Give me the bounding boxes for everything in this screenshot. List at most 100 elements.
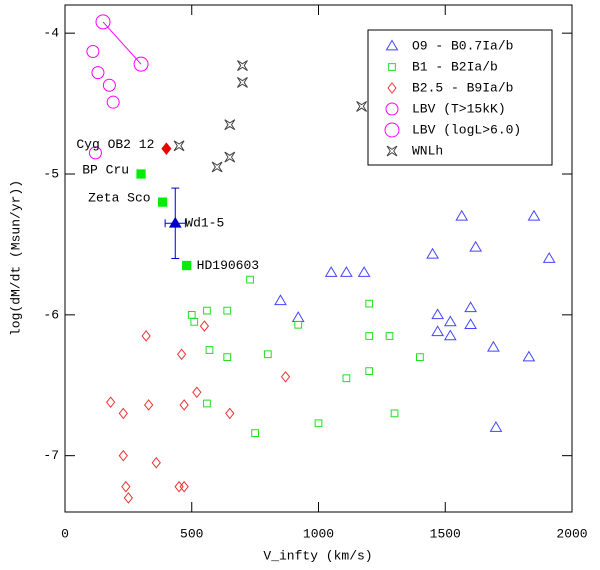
data-point — [91, 66, 105, 80]
data-point — [522, 350, 536, 362]
data-point — [205, 346, 214, 354]
x-tick-label: 0 — [61, 526, 69, 541]
data-point — [118, 407, 128, 420]
legend-marker — [387, 82, 397, 94]
data-point — [223, 306, 232, 315]
highlight-point — [136, 169, 146, 179]
legend-label: LBV (logL>6.0) — [412, 122, 521, 137]
legend-label: B1 - B2Ia/b — [412, 59, 498, 74]
data-point — [356, 100, 368, 112]
legend-marker — [384, 122, 400, 138]
data-point — [105, 396, 116, 408]
series-line — [102, 21, 142, 65]
highlight-point — [157, 197, 168, 207]
data-point — [342, 374, 351, 383]
data-point — [426, 247, 439, 259]
highlight-label: Wd1-5 — [185, 216, 224, 231]
x-tick-label: 500 — [180, 526, 203, 541]
highlight-label: BP Cru — [82, 162, 129, 177]
data-point — [151, 456, 161, 469]
data-point — [237, 77, 248, 88]
legend-marker — [386, 145, 398, 157]
data-point — [224, 119, 236, 131]
data-point — [340, 266, 353, 277]
x-tick-label: 2000 — [556, 526, 587, 541]
data-point — [88, 146, 102, 160]
data-point — [190, 318, 199, 326]
data-point — [199, 320, 210, 332]
data-point — [469, 240, 483, 252]
data-point — [203, 399, 211, 408]
legend-box — [367, 29, 553, 166]
data-point — [274, 294, 287, 306]
data-point — [294, 320, 303, 329]
data-point — [211, 161, 223, 173]
data-point — [133, 56, 149, 72]
legend-label: LBV (T>15kK) — [412, 101, 506, 116]
data-point — [144, 399, 154, 411]
data-point — [489, 421, 503, 432]
data-point — [223, 353, 232, 361]
data-point — [324, 266, 338, 277]
data-point — [118, 449, 128, 462]
data-point — [390, 409, 399, 418]
data-point — [174, 480, 184, 493]
data-point — [179, 399, 189, 411]
data-point — [385, 332, 394, 340]
legend-label: O9 - B0.7Ia/b — [412, 38, 513, 53]
data-point — [176, 348, 187, 361]
legend-marker — [388, 63, 396, 71]
data-point — [464, 301, 477, 313]
y-tick-label: -6 — [43, 307, 59, 322]
data-point — [203, 306, 211, 315]
y-tick-label: -4 — [43, 26, 59, 41]
data-point — [224, 151, 236, 163]
legend-label: WNLh — [412, 143, 443, 158]
data-point — [141, 330, 151, 342]
data-point — [102, 78, 116, 92]
data-point — [365, 299, 374, 308]
data-point — [173, 140, 185, 152]
data-point — [464, 318, 477, 330]
y-tick-label: -7 — [43, 448, 59, 463]
legend-label: B2.5 - B9Ia/b — [412, 80, 513, 95]
y-axis-label: log(dM/dt (Msun/yr)) — [8, 180, 23, 336]
highlight-label: HD190603 — [197, 258, 259, 273]
data-point — [95, 14, 111, 30]
data-point — [123, 492, 134, 504]
highlight-point — [182, 260, 192, 271]
data-point — [542, 252, 556, 263]
data-point — [443, 329, 457, 341]
data-point — [416, 353, 424, 361]
highlight-point — [161, 142, 172, 155]
data-point — [106, 95, 120, 109]
data-point — [527, 209, 541, 221]
data-point — [443, 315, 457, 327]
data-point — [431, 308, 445, 320]
y-tick-label: -5 — [43, 166, 59, 181]
data-point — [487, 340, 500, 352]
x-tick-label: 1000 — [303, 526, 334, 541]
data-point — [280, 370, 291, 383]
data-point — [431, 325, 445, 337]
data-point — [192, 386, 202, 399]
data-point — [237, 60, 248, 71]
data-point — [251, 429, 259, 438]
data-point — [187, 310, 196, 319]
data-point — [365, 367, 374, 376]
data-point — [179, 480, 189, 493]
data-point — [86, 44, 100, 58]
data-point — [455, 209, 469, 221]
highlight-label: Zeta Sco — [88, 191, 150, 206]
data-point — [365, 332, 374, 340]
data-point — [314, 419, 323, 428]
data-point — [246, 275, 254, 284]
data-point — [121, 480, 131, 493]
data-point — [263, 350, 272, 359]
x-tick-label: 1500 — [430, 526, 461, 541]
legend-marker — [385, 102, 399, 116]
highlight-point — [168, 216, 182, 228]
highlight-label: Cyg OB2 12 — [76, 137, 154, 152]
data-point — [291, 311, 305, 322]
